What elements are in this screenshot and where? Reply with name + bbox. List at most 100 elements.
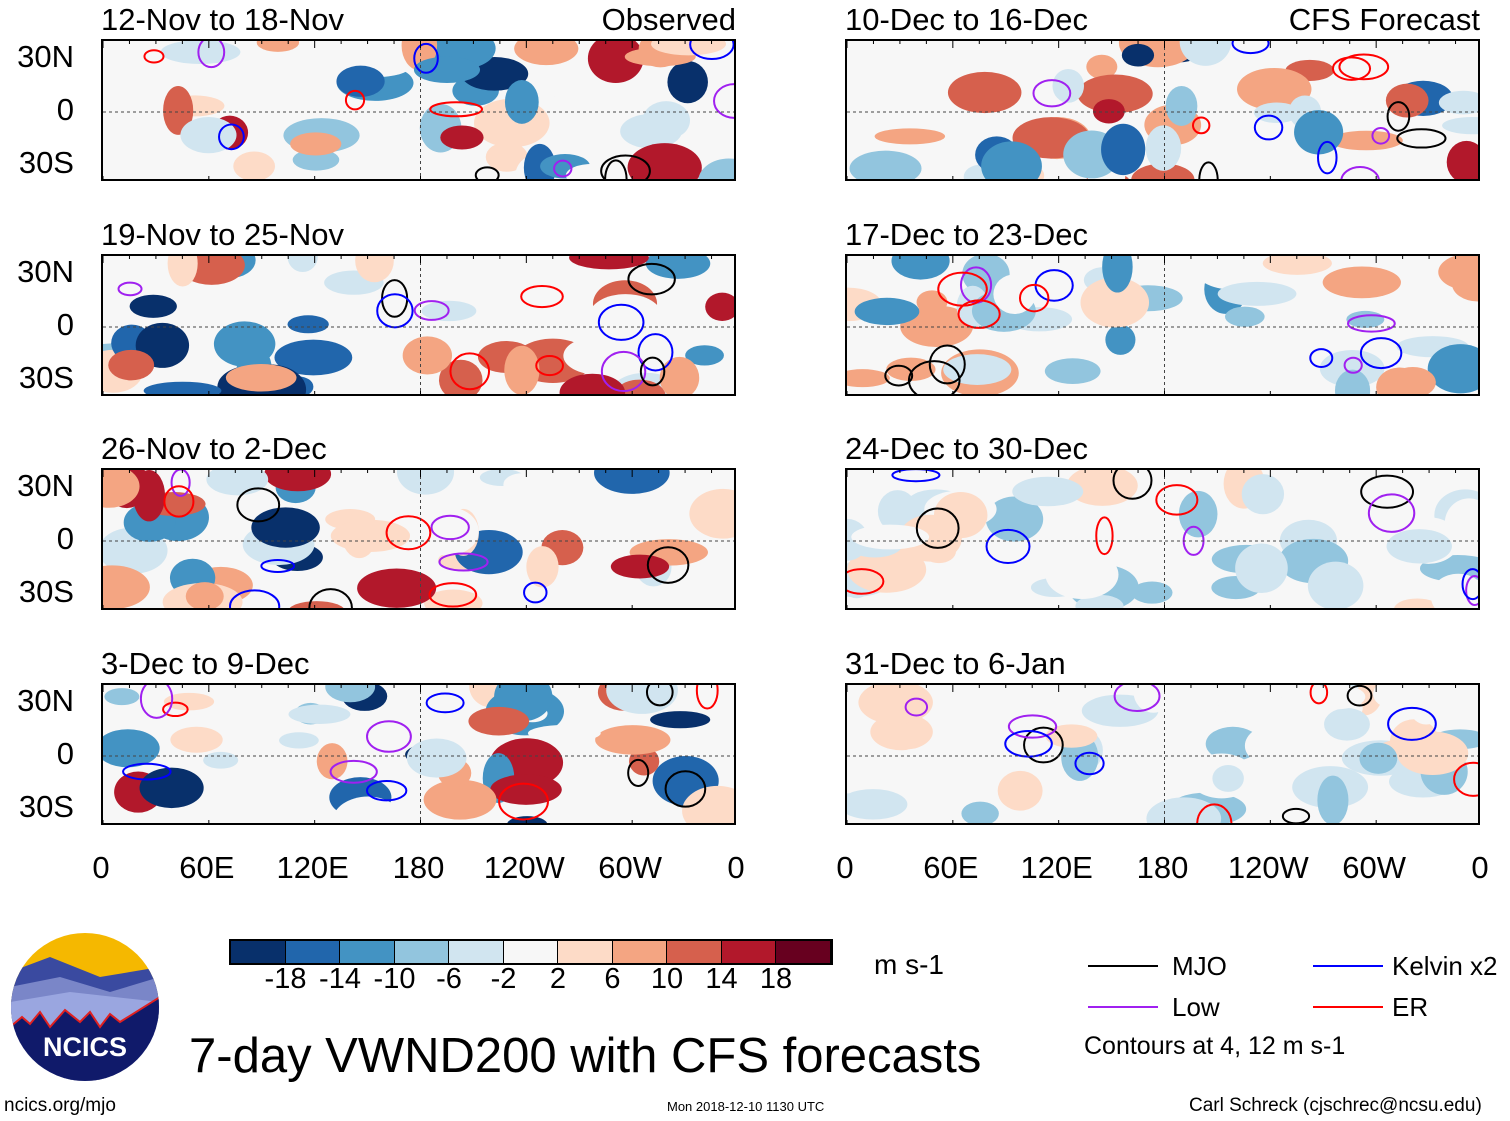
wave-contour: [604, 159, 628, 179]
x-tick-label: 0: [727, 850, 745, 885]
anomaly-shade: [1066, 470, 1138, 506]
anomaly-shade: [290, 132, 342, 156]
anomaly-shade: [287, 315, 329, 334]
anomaly-shade: [1386, 529, 1452, 564]
anomaly-shade: [357, 568, 437, 608]
colorbar-label: 10: [650, 963, 684, 995]
anomaly-shade: [330, 519, 411, 552]
anomaly-shade: [847, 369, 890, 388]
anomaly-shade: [997, 770, 1043, 811]
wave-contour: [425, 692, 465, 714]
anomaly-shade: [504, 80, 539, 124]
anomaly-shade: [143, 381, 222, 394]
wave-contour: [428, 582, 478, 608]
anomaly-shade: [526, 546, 559, 588]
wave-contour: [1004, 729, 1053, 758]
anomaly-shade: [504, 345, 540, 394]
map-panel: [845, 683, 1480, 825]
anomaly-shade: [898, 514, 962, 562]
y-tick-label: 0: [56, 307, 74, 342]
anomaly-shade: [1133, 685, 1174, 713]
anomaly-shade: [1294, 110, 1344, 155]
anomaly-shade: [847, 546, 927, 593]
wave-contour: [236, 487, 281, 523]
anomaly-shade: [595, 725, 671, 755]
wave-contour: [1340, 166, 1380, 179]
anomaly-shade: [167, 256, 198, 287]
anomaly-shade: [104, 688, 140, 706]
anomaly-shade: [185, 582, 224, 608]
wave-contour: [381, 279, 409, 318]
figure-title: 7-day VWND200 with CFS forecasts: [189, 1029, 982, 1083]
y-tick-label: 30S: [18, 145, 74, 180]
colorbar-label: 6: [604, 963, 621, 995]
wave-contour: [1023, 726, 1064, 764]
wave-contour: [430, 514, 470, 541]
wave-contour: [365, 779, 408, 802]
wave-contour: [985, 528, 1031, 564]
anomaly-shade: [1394, 598, 1441, 608]
wave-contour: [523, 581, 548, 604]
anomaly-shade: [1045, 724, 1098, 748]
panel-title: 19-Nov to 25-Nov: [101, 217, 344, 252]
wave-contour: [884, 364, 914, 387]
anomaly-shade: [1121, 43, 1155, 67]
wave-contour: [627, 262, 676, 296]
anomaly-shade: [206, 470, 269, 496]
wave-contour: [197, 41, 226, 69]
anomaly-shade: [851, 524, 930, 550]
x-tick-label: 120E: [1020, 850, 1093, 885]
wave-contour: [122, 762, 172, 781]
wave-contour: [847, 568, 885, 595]
anomaly-shade: [1217, 281, 1297, 306]
anomaly-shade: [1193, 256, 1271, 290]
anomaly-shade: [129, 294, 177, 318]
anomaly-shade: [1235, 543, 1288, 593]
anomaly-shade: [325, 685, 376, 703]
panel-title: 24-Dec to 30-Dec: [845, 431, 1088, 466]
wave-contour: [1155, 484, 1199, 516]
wave-contour: [1386, 101, 1411, 132]
anomaly-shade: [993, 274, 1036, 314]
anomaly-shade: [279, 732, 319, 749]
footer-url[interactable]: ncics.org/mjo: [4, 1095, 116, 1116]
wave-contour: [1113, 685, 1161, 712]
anomaly-shade: [1410, 694, 1442, 725]
wave-contour: [1112, 470, 1153, 500]
wave-contour: [915, 507, 960, 549]
x-tick-label: 120W: [1227, 850, 1309, 885]
wave-contour: [1331, 56, 1372, 81]
wave-contour: [664, 770, 707, 808]
wave-contour: [597, 303, 645, 341]
map-panel: [845, 468, 1480, 610]
anomaly-shade: [659, 356, 700, 394]
y-tick-label: 0: [56, 521, 74, 556]
wave-contour: [1465, 575, 1478, 607]
anomaly-shade: [1178, 490, 1218, 538]
anomaly-shade: [1179, 41, 1232, 66]
x-tick-label: 120E: [276, 850, 349, 885]
wave-contour: [1453, 761, 1478, 797]
anomaly-shade: [947, 71, 1022, 114]
logo-text: NCICS: [43, 1032, 127, 1062]
anomaly-shade: [213, 321, 276, 367]
anomaly-shade: [289, 601, 344, 608]
wave-contour: [162, 701, 189, 718]
anomaly-shade: [180, 116, 237, 154]
wave-contour: [1309, 685, 1329, 705]
anomaly-shade: [1241, 474, 1285, 515]
colorbar-swatch: [449, 941, 504, 963]
legend-line-mjo: [1088, 965, 1158, 967]
wave-contour: [1231, 41, 1270, 55]
anomaly-shade: [1102, 256, 1133, 293]
wave-contour: [553, 159, 573, 178]
contour-note: Contours at 4, 12 m s-1: [1084, 1032, 1346, 1060]
wave-contour: [308, 588, 353, 608]
colorbar-label: -2: [490, 963, 517, 995]
map-panel: [845, 254, 1480, 396]
y-tick-label: 30N: [17, 683, 74, 718]
anomaly-shade: [336, 65, 385, 97]
anomaly-shade: [943, 354, 1012, 385]
x-tick-label: 60W: [598, 850, 663, 885]
panel-title: 3-Dec to 9-Dec: [101, 646, 310, 681]
